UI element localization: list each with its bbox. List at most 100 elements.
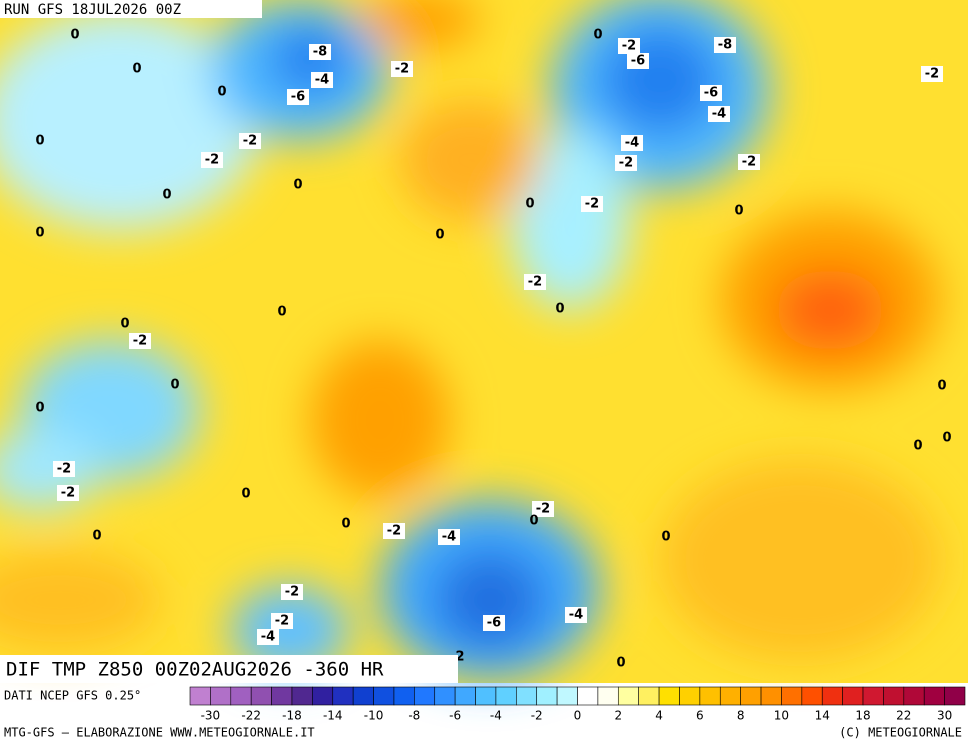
contour-label: -2 [205,153,219,168]
colorbar-swatch [842,686,864,706]
colorbar-label: 2 [614,709,622,723]
colorbar-swatch [638,686,660,706]
colorbar-label: -14 [323,709,343,723]
contour-label-box [287,89,309,105]
colorbar-label: -8 [408,709,420,723]
contour-label: -2 [275,614,289,629]
contour-label-box [921,66,943,82]
contour-label: 0 [555,302,564,317]
colorbar-swatch [699,686,721,706]
contour-label: -4 [442,530,456,545]
contour-label: 0 [277,305,286,320]
contour-label: -2 [395,62,409,77]
contour-label-box [271,613,293,629]
contour-label: -6 [704,86,718,101]
contour-label: -4 [261,630,275,645]
colorbar-swatch [291,686,313,706]
colorbar-swatch [332,686,354,706]
colorbar-swatch [821,686,843,706]
colorbar-swatch [189,686,211,706]
colorbar-swatch [373,686,395,706]
contour-label: 0 [734,204,743,219]
colorbar-swatch [658,686,680,706]
contour-label: -4 [625,136,639,151]
contour-label-box [524,274,546,290]
contour-label-box [708,106,730,122]
contour-label-box [483,615,505,631]
credit-label: MTG-GFS — ELABORAZIONE WWW.METEOGIORNALE… [4,726,315,740]
contour-label: -2 [57,462,71,477]
contour-label: 0 [661,530,670,545]
contour-label-box [281,584,303,600]
contour-label: -2 [925,67,939,82]
source-label: DATI NCEP GFS 0.25° [4,689,141,703]
contour-label: -2 [387,524,401,539]
colorbar-swatch [312,686,334,706]
contour-label-box [627,53,649,69]
run-label: RUN GFS 18JUL2026 00Z [4,2,181,18]
colorbar-label: 0 [574,709,582,723]
colorbar-label: 18 [855,709,870,723]
temperature-field [0,0,940,680]
contour-label: 0 [529,514,538,529]
colorbar-swatch [210,686,232,706]
contour-label: 0 [942,431,951,446]
contour-label: 2 [455,650,464,665]
colorbar-swatch [923,686,945,706]
colorbar-swatch [271,686,293,706]
colorbar-label: -2 [531,709,543,723]
colorbar-swatch [597,686,619,706]
contour-label: 0 [217,85,226,100]
contour-label: 0 [525,197,534,212]
contour-label-box [700,85,722,101]
contour-label: 0 [70,28,79,43]
copyright-label: (C) METEOGIORNALE [839,726,962,740]
map-title: DIF TMP Z850 00Z02AUG2026 -360 HR [6,659,384,681]
contour-label: 0 [241,487,250,502]
colorbar-swatch [883,686,905,706]
colorbar-label: 6 [696,709,704,723]
contour-label: -2 [619,156,633,171]
colorbar-label: -4 [490,709,502,723]
contour-label-box [532,501,554,517]
contour-label: -8 [313,45,327,60]
colorbar-label: -30 [201,709,221,723]
contour-label: -2 [622,39,636,54]
colorbar-swatch [719,686,741,706]
contour-label-box [618,38,640,54]
contour-label: -4 [315,73,329,88]
contour-label: 0 [293,178,302,193]
colorbar-swatch [556,686,578,706]
contour-label: 0 [913,439,922,454]
contour-label: 0 [120,317,129,332]
colorbar-label: 8 [737,709,745,723]
contour-label: -2 [285,585,299,600]
colorbar-swatch [352,686,374,706]
colorbar-swatch [230,686,252,706]
contour-label: -4 [569,608,583,623]
colorbar-swatch [495,686,517,706]
colorbar-swatch [679,686,701,706]
contour-label-box [129,333,151,349]
colorbar-label: -6 [449,709,461,723]
map-title-box [0,655,458,683]
colorbar-swatch [516,686,538,706]
colorbar-swatch [801,686,823,706]
contour-label-box [738,154,760,170]
contour-label-box [311,72,333,88]
colorbar-swatch [903,686,925,706]
colorbar-swatch [862,686,884,706]
contour-label-box [581,196,603,212]
colorbar-label: 14 [815,709,830,723]
colorbar-label: -22 [241,709,261,723]
colorbar-swatch [454,686,476,706]
colorbar-swatch [740,686,762,706]
contour-label: -6 [487,616,501,631]
colorbar-label: 4 [655,709,663,723]
contour-label: 0 [92,529,101,544]
colorbar-swatch [414,686,436,706]
contour-label: -8 [718,38,732,53]
